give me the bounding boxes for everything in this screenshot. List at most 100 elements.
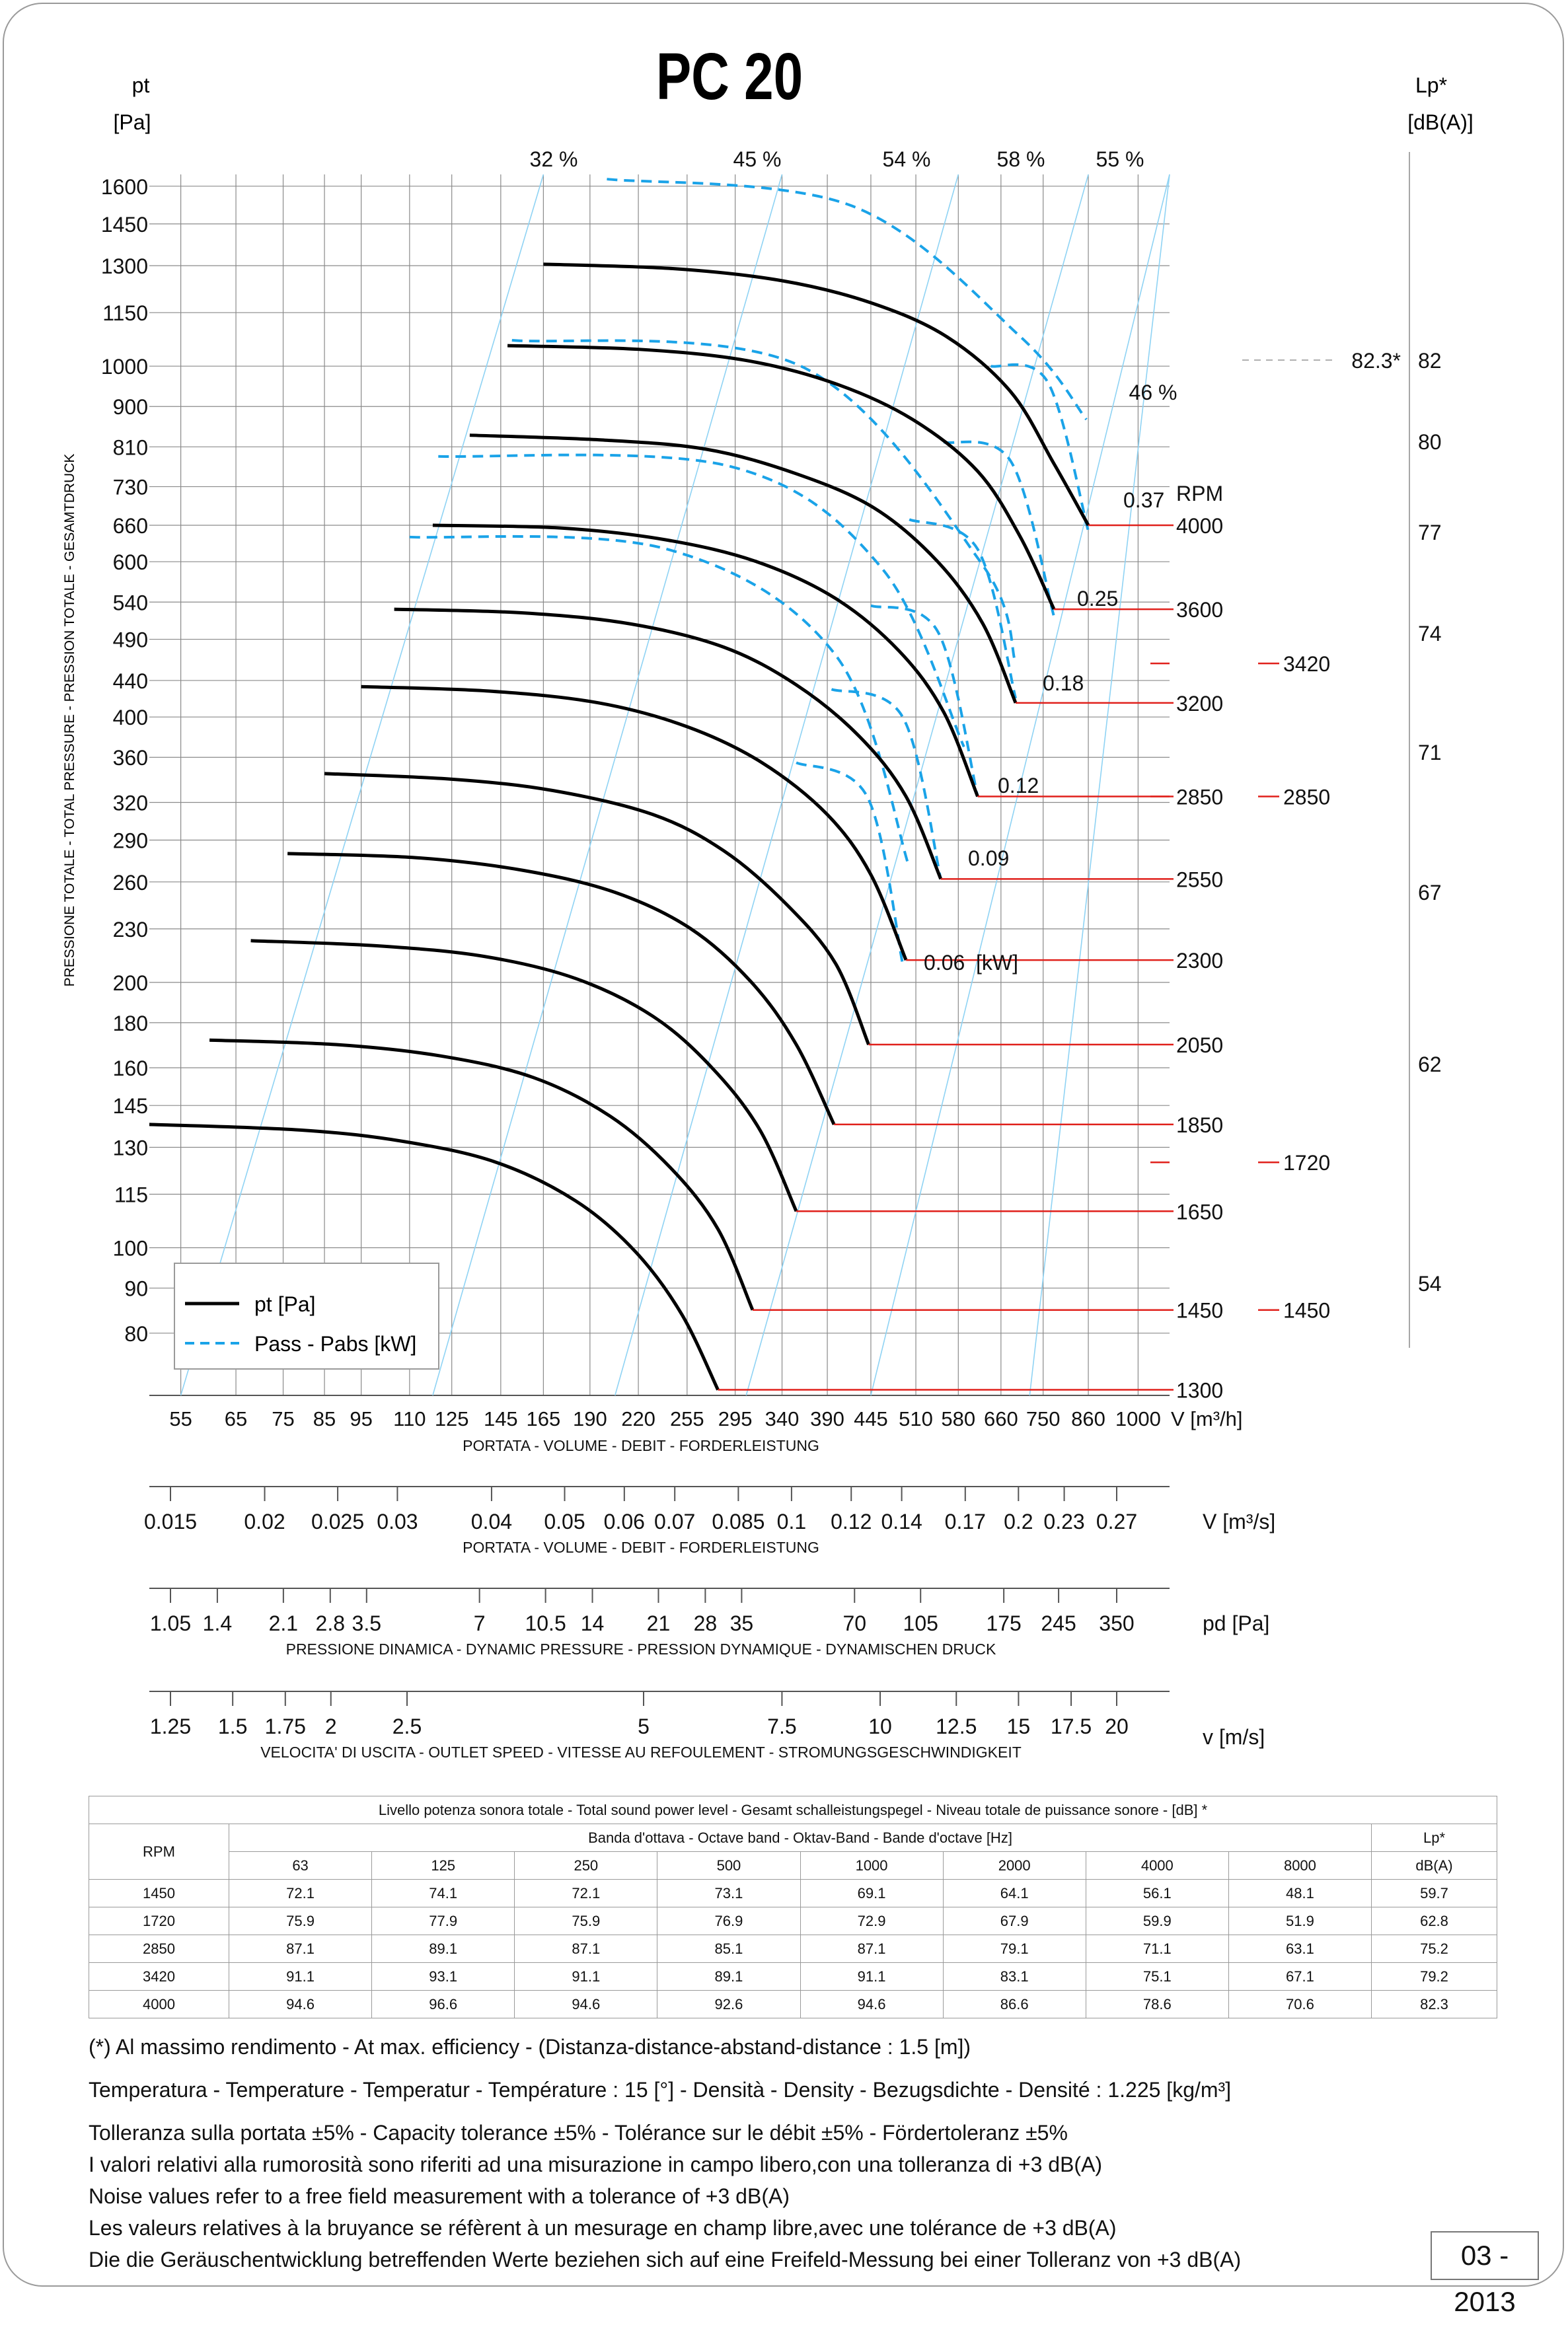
secondary-axis-label: 245: [1041, 1611, 1076, 1635]
y-tick-label: 490: [113, 628, 148, 652]
legend-pt-label: pt [Pa]: [254, 1292, 316, 1316]
band-header-cell: 2000: [942, 1851, 1086, 1880]
noise-tick-label: 82: [1418, 349, 1442, 373]
efficiency-label: 46 %: [1129, 381, 1177, 404]
power-curve: [796, 761, 905, 964]
table-cell-lp: 62.8: [1371, 1907, 1497, 1935]
secondary-axis-label: 2.5: [392, 1715, 422, 1738]
secondary-axis-label: 0.07: [654, 1510, 695, 1533]
chart-labels: 55 65 75 85 95 110 125 145 165 190 220 255 295 340 390…: [101, 147, 1442, 1454]
table-cell-band: 91.1: [800, 1962, 944, 1991]
secondary-axis-label: 0.03: [377, 1510, 418, 1533]
y-tick-label: 1150: [102, 301, 148, 325]
secondary-axis-caption: PORTATA - VOLUME - DEBIT - FORDERLEISTUN…: [463, 1539, 819, 1556]
table-cell-band: 74.1: [371, 1879, 515, 1907]
note-tolerance-noise-de: Die die Geräuschentwicklung betreffenden…: [89, 2248, 1242, 2271]
secondary-axis-label: 0.015: [144, 1510, 197, 1533]
y-tick-label: 660: [113, 514, 148, 538]
x-tick-label: 445: [854, 1407, 888, 1430]
noise-tick-label: 67: [1418, 881, 1442, 904]
power-curve: [990, 363, 1090, 532]
secondary-axis-label: 1.5: [218, 1715, 247, 1738]
table-row: 1450 72.1 74.1 72.1 73.1 69.1 64.1 56.1 48.1 59.7: [89, 1879, 1497, 1907]
power-curve: [831, 688, 942, 879]
band-header-cell: 8000: [1228, 1851, 1372, 1880]
secondary-axis-label: 3.5: [352, 1611, 381, 1635]
x-unit-label: V [m³/h]: [1171, 1407, 1243, 1430]
y-axis-title: PRESSIONE TOTALE - TOTAL PRESSURE - PRES…: [62, 454, 77, 987]
note-tolerance-noise-fr: Les valeurs relatives à la bruyance se r…: [89, 2216, 1117, 2240]
table-cell-band: 78.6: [1085, 1990, 1229, 2018]
sound-table-lp-header: Lp*: [1371, 1824, 1497, 1852]
pressure-curve: [543, 262, 1090, 527]
rpm-label: 4000: [1176, 514, 1223, 538]
table-cell-rpm: 1450: [89, 1879, 229, 1907]
table-cell-band: 89.1: [371, 1935, 515, 1963]
table-cell-lp: 59.7: [1371, 1879, 1497, 1907]
x-tick-label: 580: [941, 1407, 975, 1430]
secondary-axis-label: 28: [694, 1611, 718, 1635]
pressure-curve: [209, 1038, 755, 1311]
power-curve: [870, 604, 979, 797]
pressure-curve: [432, 523, 979, 797]
efficiency-label: 54 %: [883, 147, 931, 171]
power-curve: [409, 535, 911, 868]
table-cell-band: 94.6: [228, 1990, 373, 2018]
secondary-axis-caption: PRESSIONE DINAMICA - DYNAMIC PRESSURE - …: [286, 1641, 996, 1658]
document-code: 03 - 2013: [1431, 2231, 1539, 2317]
y-tick-label: 180: [113, 1012, 148, 1035]
note-tolerance-capacity: Tolleranza sulla portata ±5% - Capacity …: [89, 2121, 1068, 2145]
band-header-cell: 500: [657, 1851, 801, 1880]
x-tick-label: 190: [573, 1407, 607, 1430]
secondary-axis-label: 2.1: [269, 1611, 298, 1635]
x-tick-label: 860: [1071, 1407, 1105, 1430]
y-tick-label: 730: [113, 476, 148, 499]
rpm-label: 3600: [1176, 598, 1223, 622]
secondary-axis-label: 21: [647, 1611, 671, 1635]
sound-table-band-header: Banda d'ottava - Octave band - Oktav-Ban…: [229, 1824, 1372, 1852]
pressure-curve: [324, 772, 870, 1045]
secondary-axis-unit: pd [Pa]: [1203, 1611, 1269, 1635]
noise-tick-label: 77: [1418, 521, 1442, 544]
table-cell-band: 79.1: [942, 1935, 1086, 1963]
x-tick-label: 510: [899, 1407, 933, 1430]
table-cell-band: 63.1: [1228, 1935, 1372, 1963]
table-cell-band: 76.9: [657, 1907, 801, 1935]
table-cell-band: 73.1: [657, 1879, 801, 1907]
x-tick-label: 220: [621, 1407, 655, 1430]
kw-label: 0.06: [924, 951, 965, 975]
secondary-axis-label: 7.5: [767, 1715, 796, 1738]
secondary-axis-label: 0.05: [544, 1510, 585, 1533]
table-cell-band: 69.1: [800, 1879, 944, 1907]
rpm-header: RPM: [1176, 482, 1223, 505]
secondary-axes: 0.015 0.02 0.025 0.03 0.04 0.05 0.06 0.07 0.085 0…: [144, 1486, 1275, 1761]
efficiency-line: [180, 174, 544, 1396]
secondary-axis-label: 1.25: [150, 1715, 191, 1738]
table-cell-band: 75.1: [1085, 1962, 1229, 1991]
x-tick-label: 145: [484, 1407, 518, 1430]
secondary-axis-label: 12.5: [936, 1715, 977, 1738]
note-tolerance-noise-it: I valori relativi alla rumorosità sono r…: [89, 2153, 1103, 2176]
lp-unit-bottom: [dB(A)]: [1407, 110, 1474, 134]
secondary-axis-label: 0.27: [1096, 1510, 1137, 1533]
lp-unit-top: Lp*: [1415, 73, 1447, 97]
table-cell-band: 48.1: [1228, 1879, 1372, 1907]
secondary-axis-label: 14: [581, 1611, 605, 1635]
y-tick-label: 320: [113, 791, 148, 815]
table-row: 1720 75.9 77.9 75.9 76.9 72.9 67.9 59.9 51.9 62.8: [89, 1907, 1497, 1935]
note-tolerance-noise-en: Noise values refer to a free field measu…: [89, 2184, 790, 2208]
secondary-axis-label: 0.17: [945, 1510, 986, 1533]
legend-box: [174, 1263, 439, 1370]
table-cell-band: 87.1: [800, 1935, 944, 1963]
table-cell-lp: 79.2: [1371, 1962, 1497, 1991]
sound-table-rpm-header: RPM: [89, 1824, 229, 1880]
y-tick-label: 130: [113, 1136, 148, 1160]
rpm-label: 2550: [1176, 867, 1223, 891]
page-frame: [3, 3, 1564, 2287]
x-tick-label: 255: [670, 1407, 704, 1430]
secondary-axis-label: 0.025: [311, 1510, 364, 1533]
table-cell-band: 64.1: [942, 1879, 1086, 1907]
y-tick-label: 260: [113, 871, 148, 895]
power-curve: [511, 338, 1017, 664]
power-curve: [607, 178, 1088, 421]
